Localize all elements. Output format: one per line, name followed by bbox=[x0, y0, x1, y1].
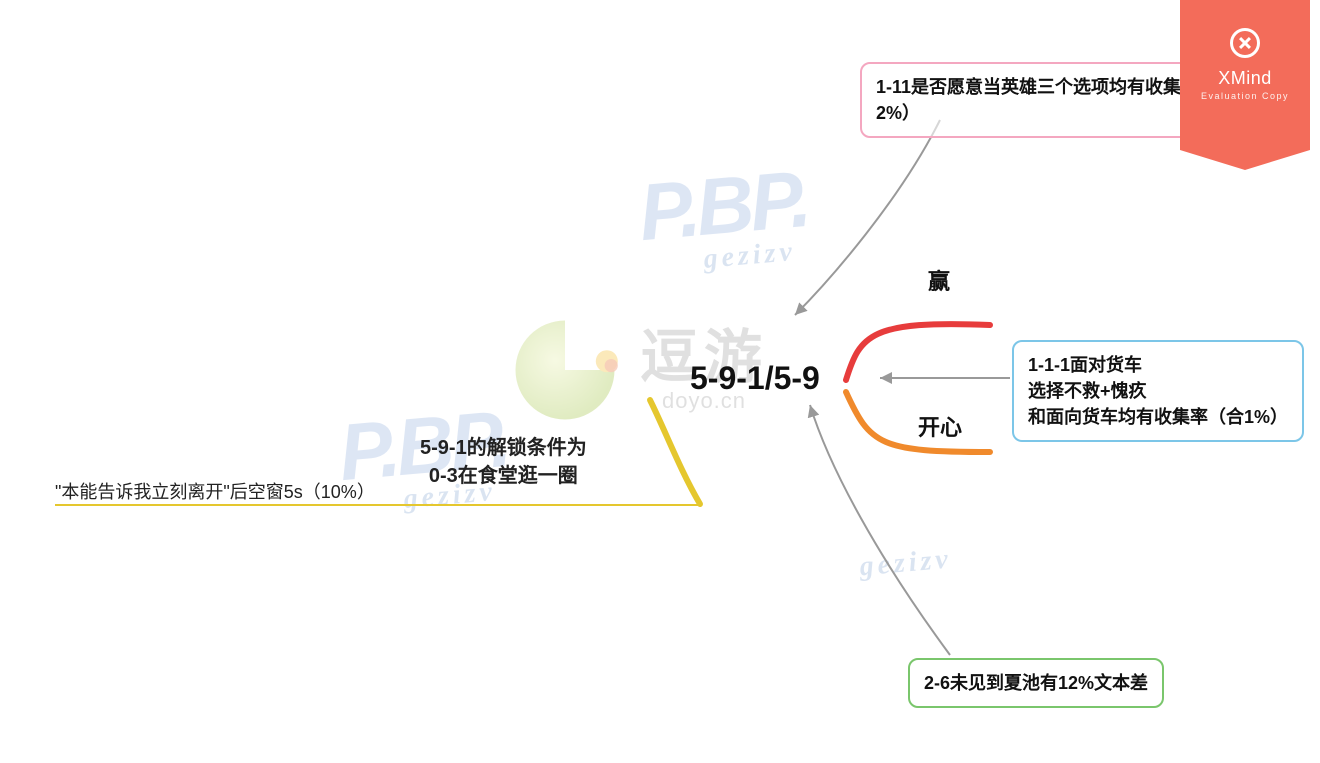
close-icon[interactable] bbox=[1230, 28, 1260, 58]
branch-curve-red bbox=[846, 324, 990, 380]
callout-blue[interactable]: 1-1-1面对货车 选择不救+愧疚 和面向货车均有收集率（合1%） bbox=[1012, 340, 1304, 442]
arrow-to-green-box bbox=[810, 405, 950, 655]
doyo-pacman-icon bbox=[510, 315, 620, 425]
watermark-script-3: gezizv bbox=[799, 553, 953, 588]
central-topic[interactable]: 5-9-1/5-9 bbox=[690, 360, 820, 397]
branch-label-happy[interactable]: 开心 bbox=[918, 410, 962, 442]
underline-rule-yellow bbox=[55, 504, 700, 506]
arrow-to-pink-box bbox=[795, 120, 940, 315]
watermark-pbp-2: P.BP. gezizv bbox=[635, 153, 813, 281]
mindmap-canvas: P.BP. gezizv P.BP. gezizv gezizv 逗游 doyo… bbox=[0, 0, 1320, 763]
callout-green[interactable]: 2-6未见到夏池有12%文本差 bbox=[908, 658, 1164, 708]
branch-label-win[interactable]: 赢 bbox=[928, 264, 950, 296]
ribbon-title: XMind bbox=[1180, 68, 1310, 89]
ribbon-subtitle: Evaluation Copy bbox=[1180, 91, 1310, 101]
xmind-ribbon: XMind Evaluation Copy bbox=[1180, 0, 1310, 150]
